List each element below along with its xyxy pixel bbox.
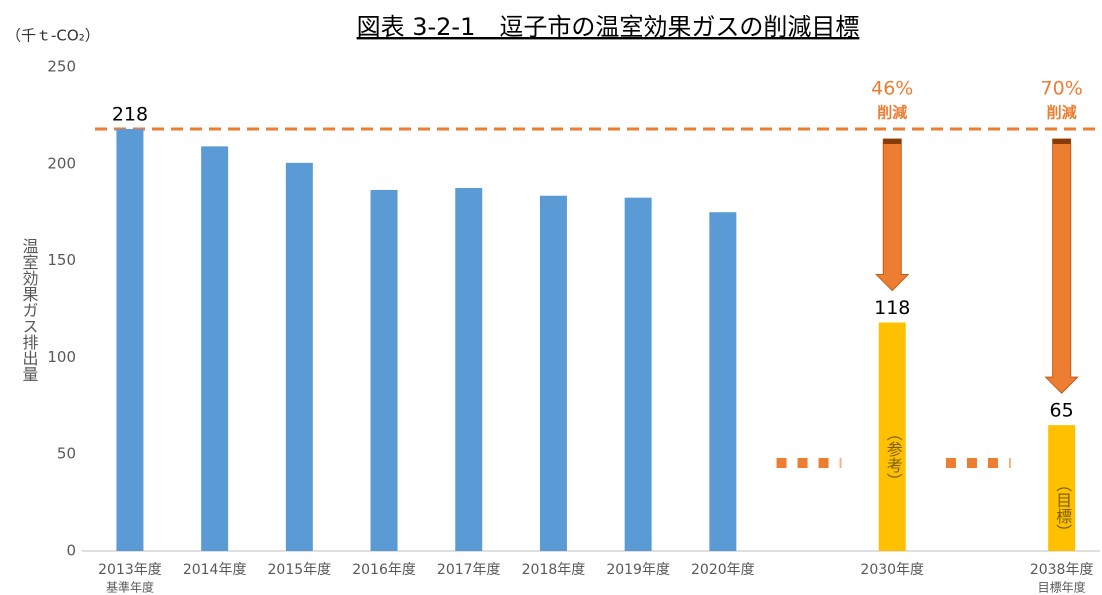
x-tick-label: 2030年度 (860, 562, 924, 578)
bar-inner-label: （参考） (884, 425, 903, 489)
bar (878, 322, 906, 551)
bar (455, 188, 483, 551)
arrow-cap (1052, 138, 1071, 144)
x-tick-label: 2018年度 (522, 562, 586, 578)
bar (201, 146, 229, 551)
bar-inner-label: （目標） (1053, 476, 1072, 540)
gap-dot (839, 458, 842, 468)
reduction-arrow (875, 138, 910, 292)
bar (285, 162, 313, 551)
gap-dot (818, 458, 829, 468)
reduction-arrow (1044, 138, 1079, 394)
x-tick-label: 2020年度 (691, 562, 755, 578)
arrow-cap (883, 138, 902, 144)
bar (539, 195, 567, 551)
gap-dot (797, 458, 808, 468)
data-label: 118 (874, 297, 910, 319)
y-tick-label: 150 (47, 251, 76, 269)
x-tick-label: 2016年度 (352, 562, 416, 578)
x-tick-label: 2017年度 (437, 562, 501, 578)
reduction-percent: 46% (871, 78, 913, 100)
bar (1048, 425, 1076, 551)
gap-dot (945, 458, 956, 468)
gap-dot (1008, 458, 1011, 468)
chart-title: 図表 3-2-1 逗子市の温室効果ガスの削減目標 (357, 13, 860, 41)
data-label: 65 (1050, 400, 1074, 422)
x-tick-label: 2015年度 (268, 562, 332, 578)
bar (370, 189, 398, 551)
reduction-percent: 70% (1041, 78, 1083, 100)
x-tick-note: 基準年度 (106, 580, 154, 595)
x-tick-note: 目標年度 (1038, 580, 1086, 595)
x-tick-label: 2019年度 (606, 562, 670, 578)
gap-dot (776, 458, 787, 468)
y-tick-label: 0 (66, 542, 76, 560)
y-tick-label: 50 (57, 445, 76, 463)
y-tick-label: 100 (47, 348, 76, 366)
x-tick-label: 2014年度 (183, 562, 247, 578)
y-tick-label: 200 (47, 154, 76, 172)
bar (624, 197, 652, 551)
reduction-label: 削減 (877, 104, 907, 122)
reduction-label: 削減 (1047, 104, 1077, 122)
x-tick-label: 2038年度 (1030, 562, 1094, 578)
data-label: 218 (112, 103, 148, 125)
y-axis-title: 温室効果ガス排出量 (20, 238, 39, 382)
y-tick-label: 250 (47, 58, 76, 76)
bar (709, 212, 737, 551)
gap-dot (966, 458, 977, 468)
bar (116, 128, 144, 551)
unit-label: （千ｔ-CO₂） (6, 27, 100, 45)
gap-dot (987, 458, 998, 468)
x-tick-label: 2013年度 (98, 562, 162, 578)
